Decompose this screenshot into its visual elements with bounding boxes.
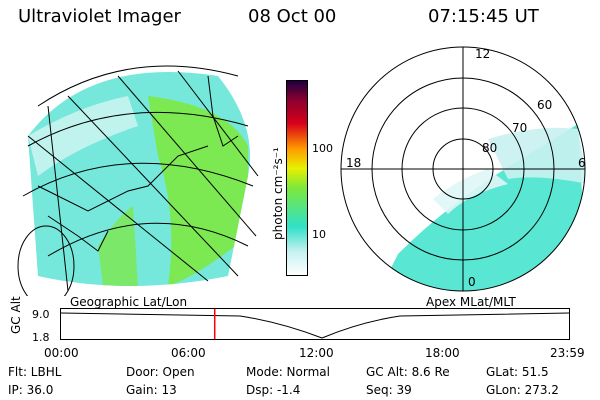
left-panel-caption: Geographic Lat/Lon — [70, 295, 188, 309]
observation-time: 07:15:45 UT — [428, 6, 539, 27]
mlat-label-60: 60 — [537, 98, 553, 112]
door-info: Door: Open — [126, 365, 195, 379]
dsp-info: Dsp: -1.4 — [246, 383, 301, 397]
seq-info: Seq: 39 — [366, 383, 412, 397]
mlt-label-6: 6 — [578, 156, 586, 170]
timeline-xtick-1800: 18:00 — [425, 346, 460, 360]
colorbar-unit-label: photon cm⁻²s⁻¹ — [271, 147, 285, 240]
mlat-label-70: 70 — [512, 121, 528, 135]
observation-date: 08 Oct 00 — [248, 6, 337, 27]
timeline-xtick-1200: 12:00 — [299, 346, 334, 360]
colorbar-tick-10: 10 — [312, 228, 326, 241]
gc-alt-info: GC Alt: 8.6 Re — [366, 365, 450, 379]
polar-map — [340, 46, 586, 292]
timeline-ytick-1-8: 1.8 — [32, 331, 50, 344]
instrument-title: Ultraviolet Imager — [18, 6, 181, 27]
mlt-label-12: 12 — [475, 47, 491, 61]
timeline-plot — [60, 308, 570, 340]
timeline-xtick-2359: 23:59 — [550, 346, 585, 360]
timeline-xtick-0600: 06:00 — [171, 346, 206, 360]
colorbar-tick-100: 100 — [312, 142, 333, 155]
mlt-label-18: 18 — [346, 156, 362, 170]
geographic-map — [17, 65, 259, 296]
glon-info: GLon: 273.2 — [486, 383, 559, 397]
timeline-axis-label: GC Alt — [9, 296, 23, 334]
mlt-label-0: 0 — [468, 275, 476, 289]
mlat-label-80: 80 — [482, 141, 498, 155]
colorbar — [286, 80, 308, 276]
mode-info: Mode: Normal — [246, 365, 330, 379]
timeline-xtick-0000: 00:00 — [44, 346, 79, 360]
gain-info: Gain: 13 — [126, 383, 177, 397]
timeline-ytick-9: 9.0 — [32, 308, 50, 321]
filter-info: Flt: LBHL — [8, 365, 62, 379]
ip-info: IP: 36.0 — [8, 383, 54, 397]
right-panel-caption: Apex MLat/MLT — [426, 295, 516, 309]
glat-info: GLat: 51.5 — [486, 365, 549, 379]
